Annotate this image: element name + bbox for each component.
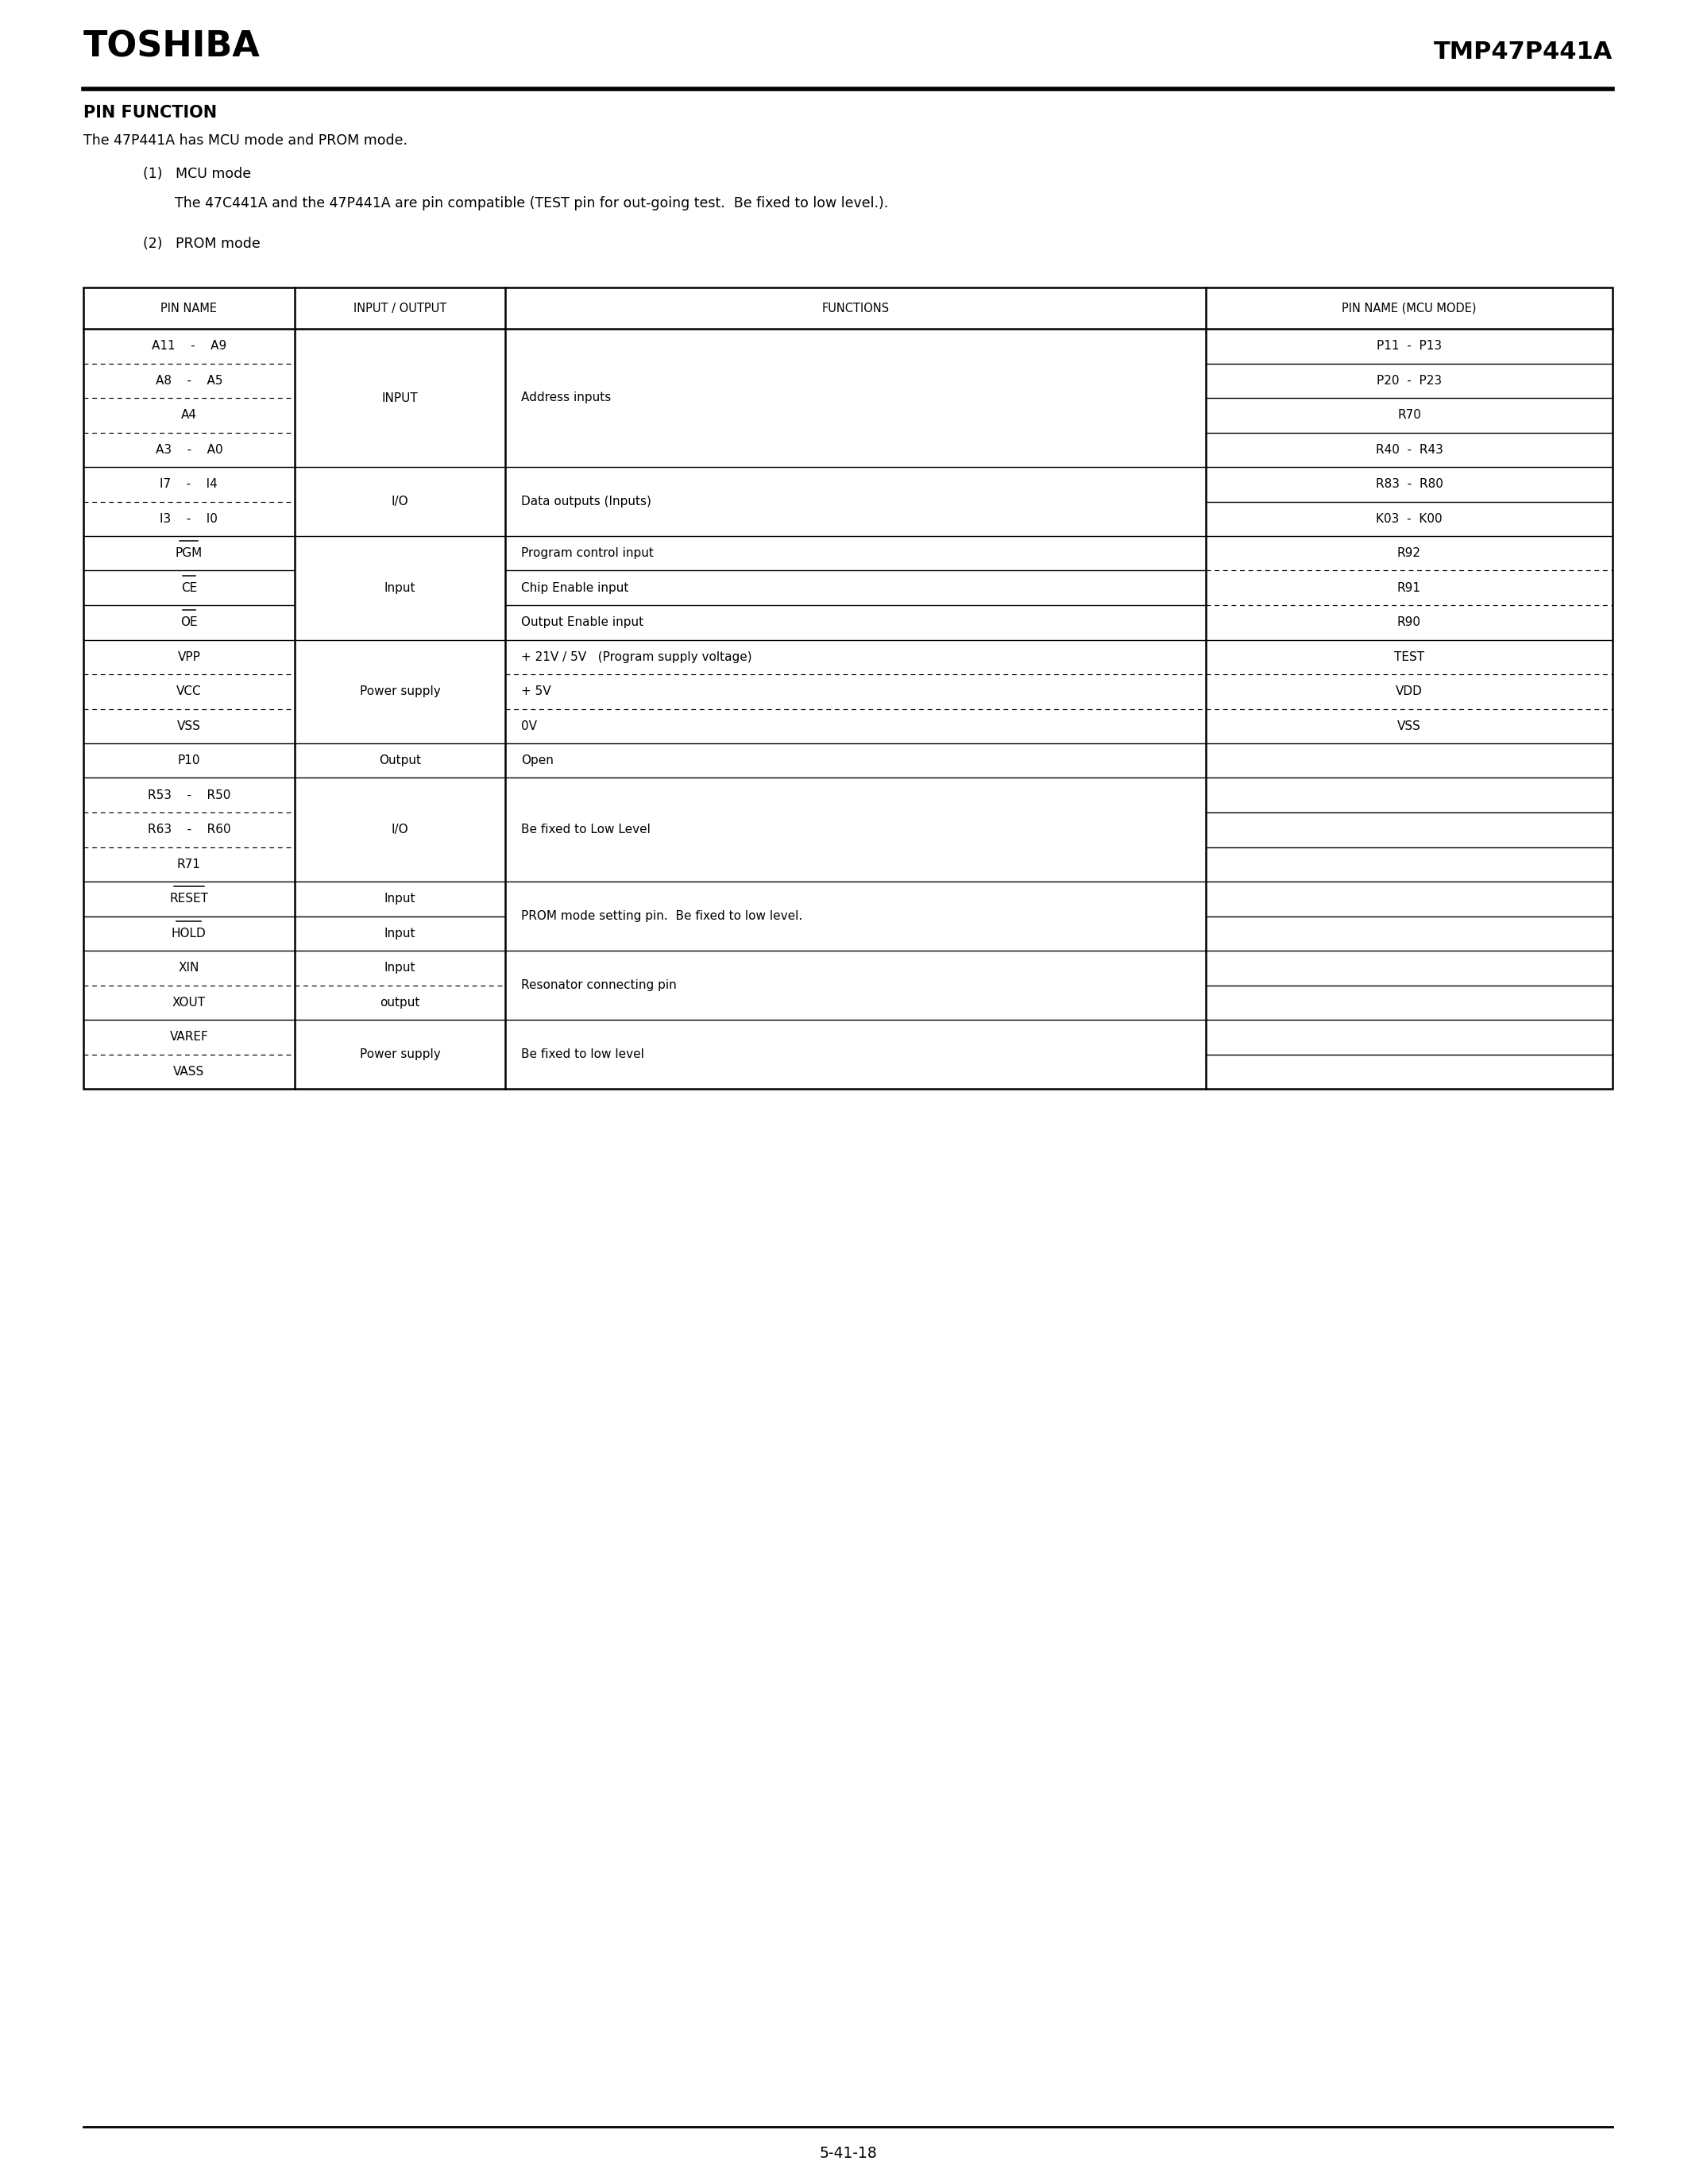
Text: Power supply: Power supply — [360, 1048, 441, 1059]
Text: Power supply: Power supply — [360, 686, 441, 697]
Text: R91: R91 — [1398, 581, 1421, 594]
Text: R83  -  R80: R83 - R80 — [1376, 478, 1443, 489]
Text: PIN NAME: PIN NAME — [160, 301, 218, 314]
Text: VSS: VSS — [177, 721, 201, 732]
Text: OE: OE — [181, 616, 197, 629]
Text: VCC: VCC — [176, 686, 201, 697]
Text: Open: Open — [522, 756, 554, 767]
Text: I3    -    I0: I3 - I0 — [160, 513, 218, 524]
Text: A3    -    A0: A3 - A0 — [155, 443, 223, 456]
Text: Input: Input — [385, 961, 415, 974]
Text: Chip Enable input: Chip Enable input — [522, 581, 630, 594]
Bar — [83, 288, 1612, 1090]
Text: P20  -  P23: P20 - P23 — [1376, 376, 1442, 387]
Text: R92: R92 — [1398, 548, 1421, 559]
Text: VSS: VSS — [1398, 721, 1421, 732]
Text: R63    -    R60: R63 - R60 — [147, 823, 231, 836]
Text: PROM mode setting pin.  Be fixed to low level.: PROM mode setting pin. Be fixed to low l… — [522, 911, 803, 922]
Text: R40  -  R43: R40 - R43 — [1376, 443, 1443, 456]
Text: I7    -    I4: I7 - I4 — [160, 478, 218, 489]
Text: HOLD: HOLD — [172, 928, 206, 939]
Text: Be fixed to Low Level: Be fixed to Low Level — [522, 823, 650, 836]
Text: Data outputs (Inputs): Data outputs (Inputs) — [522, 496, 652, 507]
Text: The 47C441A and the 47P441A are pin compatible (TEST pin for out-going test.  Be: The 47C441A and the 47P441A are pin comp… — [176, 197, 888, 210]
Text: VASS: VASS — [174, 1066, 204, 1077]
Text: P11  -  P13: P11 - P13 — [1376, 341, 1442, 352]
Text: K03  -  K00: K03 - K00 — [1376, 513, 1442, 524]
Text: R90: R90 — [1398, 616, 1421, 629]
Text: RESET: RESET — [169, 893, 208, 904]
Text: PIN FUNCTION: PIN FUNCTION — [83, 105, 218, 120]
Text: VDD: VDD — [1396, 686, 1423, 697]
Text: Input: Input — [385, 581, 415, 594]
Text: INPUT: INPUT — [381, 391, 419, 404]
Text: + 21V / 5V   (Program supply voltage): + 21V / 5V (Program supply voltage) — [522, 651, 753, 664]
Text: XIN: XIN — [179, 961, 199, 974]
Text: R71: R71 — [177, 858, 201, 869]
Text: + 5V: + 5V — [522, 686, 552, 697]
Text: P10: P10 — [177, 756, 201, 767]
Text: output: output — [380, 996, 420, 1009]
Text: Output Enable input: Output Enable input — [522, 616, 643, 629]
Text: The 47P441A has MCU mode and PROM mode.: The 47P441A has MCU mode and PROM mode. — [83, 133, 407, 149]
Text: TMP47P441A: TMP47P441A — [1433, 41, 1612, 63]
Text: A8    -    A5: A8 - A5 — [155, 376, 223, 387]
Text: TEST: TEST — [1394, 651, 1425, 664]
Text: I/O: I/O — [392, 823, 408, 836]
Text: INPUT / OUTPUT: INPUT / OUTPUT — [353, 301, 447, 314]
Text: PIN NAME (MCU MODE): PIN NAME (MCU MODE) — [1342, 301, 1477, 314]
Text: I/O: I/O — [392, 496, 408, 507]
Text: FUNCTIONS: FUNCTIONS — [822, 301, 890, 314]
Text: (1)   MCU mode: (1) MCU mode — [143, 166, 252, 181]
Text: 0V: 0V — [522, 721, 537, 732]
Text: Program control input: Program control input — [522, 548, 653, 559]
Text: CE: CE — [181, 581, 197, 594]
Text: R70: R70 — [1398, 408, 1421, 422]
Text: Output: Output — [378, 756, 420, 767]
Text: PGM: PGM — [176, 548, 203, 559]
Text: Input: Input — [385, 928, 415, 939]
Text: Be fixed to low level: Be fixed to low level — [522, 1048, 645, 1059]
Text: VPP: VPP — [177, 651, 201, 664]
Text: Address inputs: Address inputs — [522, 391, 611, 404]
Text: R53    -    R50: R53 - R50 — [147, 788, 230, 802]
Text: TOSHIBA: TOSHIBA — [83, 28, 260, 63]
Text: (2)   PROM mode: (2) PROM mode — [143, 236, 260, 251]
Text: Input: Input — [385, 893, 415, 904]
Text: VAREF: VAREF — [169, 1031, 208, 1044]
Text: XOUT: XOUT — [172, 996, 206, 1009]
Text: Resonator connecting pin: Resonator connecting pin — [522, 978, 677, 992]
Text: A4: A4 — [181, 408, 197, 422]
Text: 5-41-18: 5-41-18 — [819, 2147, 876, 2160]
Text: A11    -    A9: A11 - A9 — [152, 341, 226, 352]
